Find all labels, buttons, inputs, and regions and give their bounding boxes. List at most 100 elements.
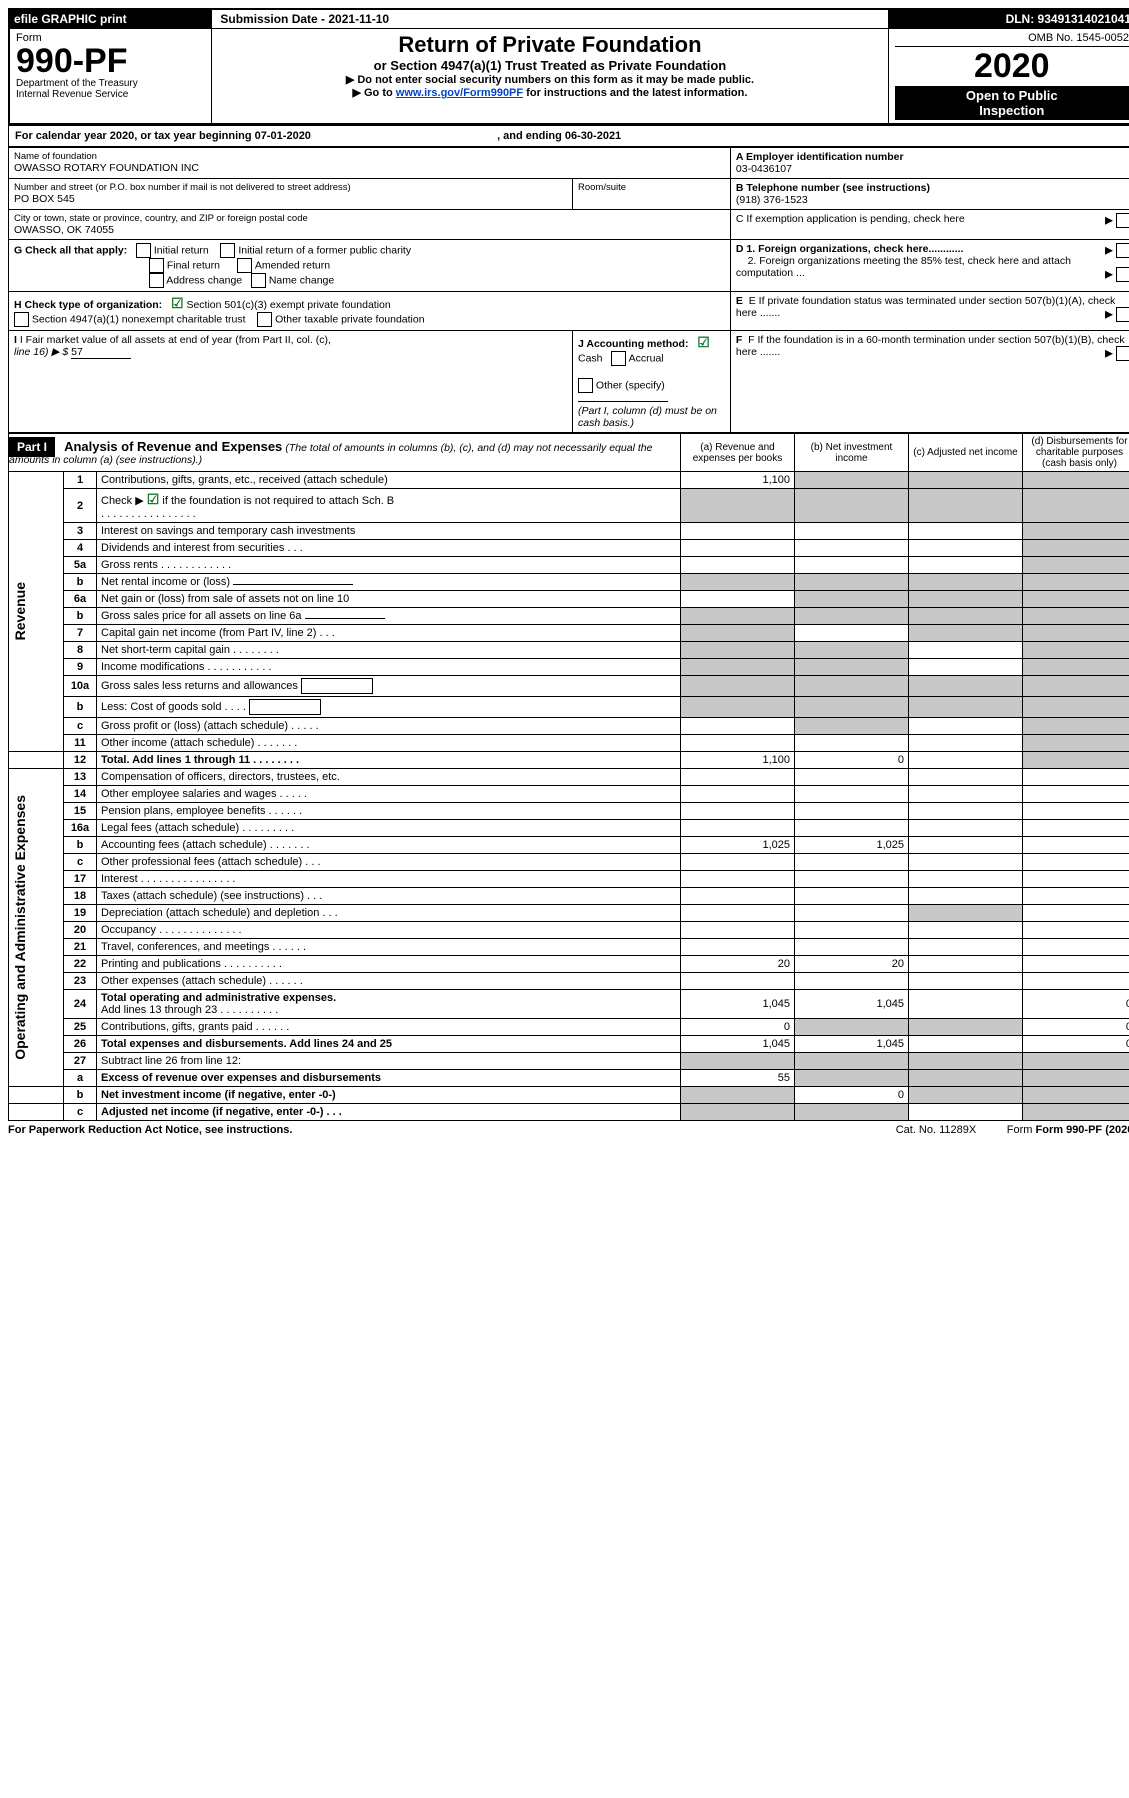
line-num: 17 (64, 871, 97, 888)
line-desc: Other employee salaries and wages . . . … (97, 786, 681, 803)
line-desc: Other income (attach schedule) . . . . .… (97, 735, 681, 752)
line-desc: Gross rents . . . . . . . . . . . . (97, 557, 681, 574)
cell-b: 1,045 (795, 1036, 909, 1053)
j-other: Other (specify) (596, 379, 665, 391)
cell-d: 0 (1023, 1019, 1129, 1036)
line-num: 15 (64, 803, 97, 820)
h-4947-checkbox[interactable] (14, 312, 29, 327)
line-num: 22 (64, 956, 97, 973)
paperwork-notice: For Paperwork Reduction Act Notice, see … (8, 1124, 292, 1136)
line-desc: Check ▶ ☑ if the foundation is not requi… (97, 489, 681, 523)
line-num: 16a (64, 820, 97, 837)
cell-a: 1,045 (681, 990, 795, 1019)
g-amended: Amended return (255, 259, 330, 271)
g-final-checkbox[interactable] (149, 258, 164, 273)
g-final: Final return (167, 259, 220, 271)
cell-b: 1,025 (795, 837, 909, 854)
cell-a: 1,100 (681, 472, 795, 489)
line-desc: Pension plans, employee benefits . . . .… (97, 803, 681, 820)
line-desc: Printing and publications . . . . . . . … (97, 956, 681, 973)
line-num: c (64, 718, 97, 735)
addr-label: Number and street (or P.O. box number if… (14, 182, 567, 193)
h-other-checkbox[interactable] (257, 312, 272, 327)
j-other-checkbox[interactable] (578, 378, 593, 393)
j-accrual-checkbox[interactable] (611, 351, 626, 366)
g-name-checkbox[interactable] (251, 273, 266, 288)
check-icon: ☑ (697, 334, 710, 350)
c-checkbox[interactable] (1116, 213, 1129, 228)
g-initial: Initial return (154, 244, 209, 256)
f-checkbox[interactable] (1116, 346, 1129, 361)
line-num: 12 (64, 752, 97, 769)
g-initial-checkbox[interactable] (136, 243, 151, 258)
g-address-checkbox[interactable] (149, 273, 164, 288)
i-line16: line 16) ▶ $ (14, 346, 68, 358)
f-label: F F If the foundation is in a 60-month t… (736, 334, 1129, 358)
c-label: C If exemption application is pending, c… (736, 213, 965, 225)
foundation-name: OWASSO ROTARY FOUNDATION INC (14, 162, 725, 174)
irs-label: Internal Revenue Service (16, 89, 205, 100)
omb-number: OMB No. 1545-0052 (895, 32, 1129, 47)
col-d-header: (d) Disbursements for charitable purpose… (1023, 434, 1129, 472)
i-label: I I Fair market value of all assets at e… (14, 334, 567, 346)
line-num: 18 (64, 888, 97, 905)
city-value: OWASSO, OK 74055 (14, 224, 725, 236)
col-a-header: (a) Revenue and expenses per books (681, 434, 795, 472)
part1-table: Part I Analysis of Revenue and Expenses … (8, 433, 1129, 1121)
e-checkbox[interactable] (1116, 307, 1129, 322)
d1-checkbox[interactable] (1116, 243, 1129, 258)
line-num: b (64, 1087, 97, 1104)
line-desc: Net gain or (loss) from sale of assets n… (97, 591, 681, 608)
ein-label: A Employer identification number (736, 151, 1129, 163)
line-num: c (64, 854, 97, 871)
g-label: G Check all that apply: (14, 244, 127, 256)
cell-a: 55 (681, 1070, 795, 1087)
g-amended-checkbox[interactable] (237, 258, 252, 273)
expenses-side-label: Operating and Administrative Expenses (10, 789, 30, 1066)
g-name: Name change (269, 274, 334, 286)
calendar-year-line: For calendar year 2020, or tax year begi… (8, 125, 1129, 147)
footer: For Paperwork Reduction Act Notice, see … (8, 1121, 1129, 1136)
cell-b: 0 (795, 752, 909, 769)
d2-label: 2. Foreign organizations meeting the 85%… (736, 255, 1129, 279)
line-num: 11 (64, 735, 97, 752)
cell-b: 20 (795, 956, 909, 973)
line-num: b (64, 608, 97, 625)
cell-a: 1,045 (681, 1036, 795, 1053)
line-num: 25 (64, 1019, 97, 1036)
part1-title: Analysis of Revenue and Expenses (64, 439, 282, 454)
col-b-header: (b) Net investment income (795, 434, 909, 472)
j-note: (Part I, column (d) must be on cash basi… (578, 405, 717, 429)
line-num: 26 (64, 1036, 97, 1053)
cell-a: 1,100 (681, 752, 795, 769)
form-990pf: efile GRAPHIC print Submission Date - 20… (8, 8, 1129, 125)
h-other: Other taxable private foundation (275, 313, 424, 325)
d2-checkbox[interactable] (1116, 267, 1129, 282)
line-desc: Subtract line 26 from line 12: (97, 1053, 681, 1070)
efile-label: efile GRAPHIC print (9, 9, 212, 29)
line-desc: Net investment income (if negative, ente… (97, 1087, 681, 1104)
line-desc: Accounting fees (attach schedule) . . . … (97, 837, 681, 854)
line-desc: Occupancy . . . . . . . . . . . . . . (97, 922, 681, 939)
line-desc: Contributions, gifts, grants, etc., rece… (97, 472, 681, 489)
line-num: b (64, 837, 97, 854)
i-value: 57 (71, 346, 131, 359)
line-desc: Adjusted net income (if negative, enter … (97, 1104, 681, 1121)
irs-link[interactable]: www.irs.gov/Form990PF (396, 87, 523, 99)
line-desc: Compensation of officers, directors, tru… (97, 769, 681, 786)
g-initial-former-checkbox[interactable] (220, 243, 235, 258)
form-ref: Form Form 990-PF (2020) (1007, 1124, 1129, 1136)
line-num: 6a (64, 591, 97, 608)
ein-value: 03-0436107 (736, 163, 1129, 175)
dln: DLN: 93491314021041 (888, 9, 1129, 29)
form-number: 990-PF (16, 44, 205, 78)
line-num: c (64, 1104, 97, 1121)
room-label: Room/suite (578, 182, 725, 193)
line-num: 7 (64, 625, 97, 642)
form-title: Return of Private Foundation (218, 32, 881, 58)
line-desc: Travel, conferences, and meetings . . . … (97, 939, 681, 956)
line-num: 10a (64, 676, 97, 697)
line-num: 2 (64, 489, 97, 523)
form-subtitle: or Section 4947(a)(1) Trust Treated as P… (218, 58, 881, 73)
tax-year: 2020 (895, 47, 1129, 86)
